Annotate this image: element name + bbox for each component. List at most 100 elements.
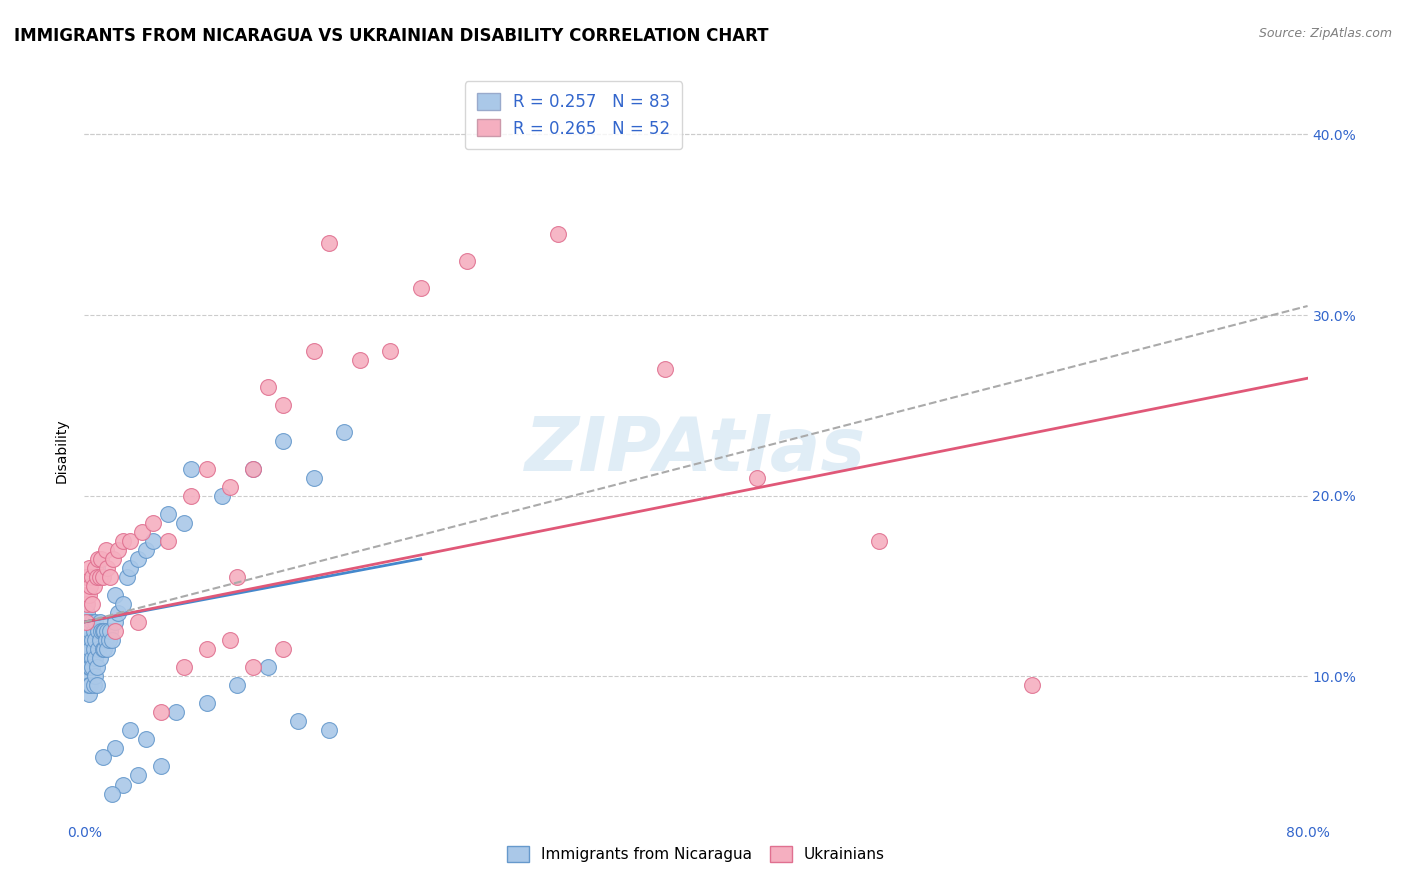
Point (76, 570, 98, 584)
Point (218, 633, 240, 648)
Point (257, 380, 280, 394)
Point (96, 561, 118, 575)
Point (149, 759, 172, 773)
Point (127, 768, 149, 782)
Point (77, 561, 100, 575)
Point (654, 362, 676, 376)
Point (173, 516, 195, 530)
Point (79, 624, 101, 638)
Point (87, 624, 110, 638)
Point (104, 588, 127, 602)
Point (103, 551, 125, 566)
Point (271, 434, 294, 449)
Point (89, 651, 111, 665)
Point (747, 470, 769, 484)
Text: ZIPAtlas: ZIPAtlas (526, 414, 866, 487)
Point (91, 624, 114, 638)
Point (318, 235, 340, 250)
Point (195, 696, 218, 710)
Point (84, 615, 107, 629)
Point (84, 633, 107, 648)
Point (91, 750, 114, 764)
Point (77, 633, 100, 648)
Point (76, 597, 98, 611)
Point (195, 461, 218, 475)
Point (104, 615, 127, 629)
Point (89, 615, 111, 629)
Point (271, 398, 294, 412)
Point (76, 669, 98, 683)
Point (94, 633, 117, 648)
Point (77, 660, 100, 674)
Point (111, 597, 134, 611)
Point (75, 633, 97, 648)
Point (87, 642, 110, 657)
Point (409, 281, 432, 295)
Point (75, 615, 97, 629)
Point (75, 597, 97, 611)
Point (142, 516, 165, 530)
Point (96, 624, 118, 638)
Point (93, 642, 115, 657)
Point (242, 461, 264, 475)
Point (84, 651, 107, 665)
Point (80, 633, 103, 648)
Point (84, 561, 107, 575)
Point (77, 588, 100, 602)
Legend: Immigrants from Nicaragua, Ukrainians: Immigrants from Nicaragua, Ukrainians (501, 840, 891, 869)
Text: Source: ZipAtlas.com: Source: ZipAtlas.com (1258, 27, 1392, 40)
Point (180, 489, 202, 503)
Point (91, 642, 114, 657)
Point (157, 533, 180, 548)
Point (79, 579, 101, 593)
Point (165, 706, 187, 720)
Point (93, 624, 115, 638)
Point (75, 660, 97, 674)
Point (76, 570, 98, 584)
Point (115, 570, 138, 584)
Point (287, 714, 309, 729)
Point (89, 633, 111, 648)
Point (173, 660, 195, 674)
Point (98, 570, 121, 584)
Point (157, 507, 180, 521)
Point (195, 642, 218, 657)
Point (79, 642, 101, 657)
Point (120, 723, 142, 738)
Point (131, 524, 153, 539)
Point (302, 344, 325, 359)
Point (135, 542, 157, 557)
Point (91, 570, 114, 584)
Point (127, 615, 149, 629)
Point (104, 741, 127, 756)
Point (547, 227, 569, 241)
Point (271, 642, 294, 657)
Point (76, 606, 98, 620)
Point (86, 678, 108, 692)
Point (226, 678, 249, 692)
Point (257, 660, 280, 674)
Point (83, 579, 105, 593)
Point (302, 470, 325, 484)
Point (83, 642, 105, 657)
Point (86, 660, 108, 674)
Point (211, 489, 233, 503)
Point (97, 633, 120, 648)
Point (349, 353, 371, 368)
Point (120, 561, 142, 575)
Point (89, 570, 111, 584)
Point (79, 678, 101, 692)
Point (87, 551, 110, 566)
Point (869, 533, 891, 548)
Point (90, 551, 112, 566)
Point (77, 651, 100, 665)
Point (80, 660, 103, 674)
Point (333, 425, 356, 440)
Point (318, 723, 340, 738)
Point (127, 551, 149, 566)
Point (75, 615, 97, 629)
Point (456, 253, 478, 268)
Y-axis label: Disability: Disability (55, 418, 69, 483)
Point (76, 642, 98, 657)
Point (77, 678, 100, 692)
